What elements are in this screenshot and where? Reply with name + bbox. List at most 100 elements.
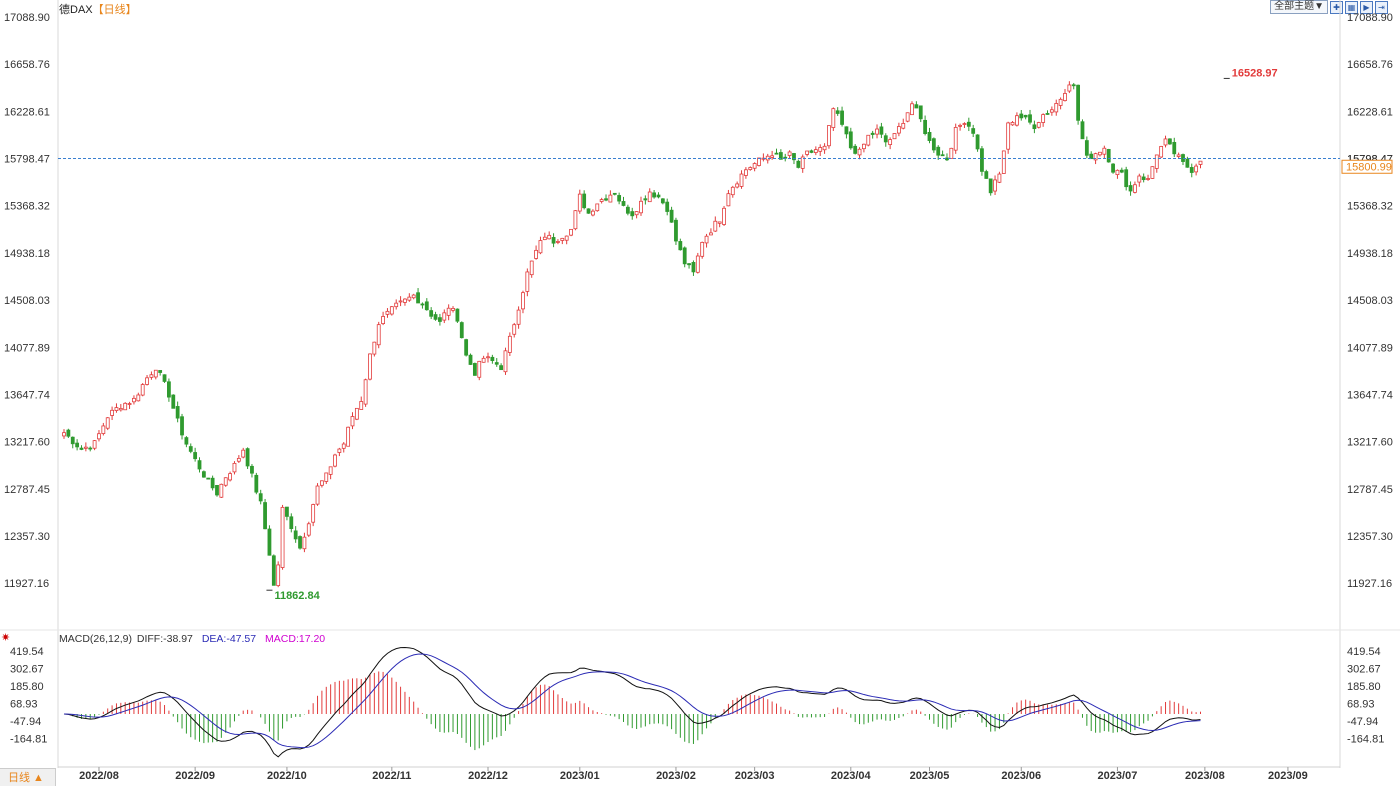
- macd-dea-value: DEA:-47.57: [201, 633, 257, 645]
- candle-body: [1194, 165, 1199, 173]
- candle-body: [551, 237, 556, 244]
- candle-body: [1137, 175, 1142, 183]
- candle-body: [700, 242, 705, 257]
- candle-body: [442, 312, 447, 321]
- candle-body: [564, 235, 569, 241]
- candle-body: [236, 457, 241, 462]
- candle-body: [713, 220, 718, 232]
- max-price-label: 16528.97: [1232, 67, 1278, 79]
- macd-tick-label-right: -164.81: [1347, 734, 1384, 746]
- candle-body: [1089, 153, 1094, 160]
- y-tick-label-right: 14938.18: [1347, 248, 1393, 260]
- candle-body: [158, 370, 163, 373]
- y-tick-label-left: 17088.90: [4, 12, 50, 24]
- candle-body: [254, 474, 259, 493]
- candle-body: [787, 151, 792, 156]
- candle-body: [424, 301, 429, 311]
- candle-body: [674, 219, 678, 242]
- candle-body: [599, 199, 604, 202]
- candle-body: [429, 310, 434, 317]
- y-tick-label-left: 14077.89: [4, 342, 50, 354]
- candle-body: [241, 449, 246, 458]
- candle-body: [643, 198, 648, 201]
- candle-body: [910, 103, 914, 116]
- last-price-label: 15800.99: [1346, 161, 1392, 173]
- candle-body: [1001, 150, 1006, 174]
- macd-tick-label-left: 185.80: [10, 681, 44, 693]
- candle-body: [1054, 103, 1059, 113]
- y-tick-label-left: 13217.60: [4, 437, 50, 449]
- candle-body: [853, 145, 858, 154]
- candle-body: [931, 138, 936, 151]
- candle-body: [75, 442, 80, 448]
- candle-body: [678, 241, 683, 251]
- candle-body: [980, 148, 984, 172]
- candle-body: [127, 403, 132, 405]
- x-tick-label: 2023/01: [560, 770, 600, 782]
- candle-body: [660, 198, 665, 204]
- candle-body: [201, 471, 206, 478]
- candle-body: [879, 126, 884, 135]
- candle-body: [132, 397, 136, 403]
- candle-body: [827, 125, 831, 147]
- candle-body: [656, 194, 661, 198]
- candle-body: [346, 426, 351, 447]
- candle-body: [800, 156, 805, 169]
- candle-body: [258, 493, 263, 502]
- candle-body: [1133, 184, 1137, 193]
- candle-body: [1154, 154, 1159, 169]
- candle-body: [477, 360, 482, 378]
- candle-body: [695, 255, 700, 273]
- candle-body: [940, 154, 945, 157]
- y-tick-label-right: 16228.61: [1347, 106, 1393, 118]
- candle-body: [1019, 113, 1024, 119]
- candle-body: [403, 298, 407, 303]
- candle-body: [556, 241, 560, 243]
- candle-body: [333, 454, 337, 467]
- candle-body: [486, 356, 490, 359]
- y-tick-label-left: 14938.18: [4, 248, 50, 260]
- indicator-settings-icon[interactable]: ✷: [1, 632, 11, 644]
- date-axis: 2022/08 2022/09 2022/10 2022/11 2022/12 2023/…: [58, 766, 1340, 782]
- macd-tick-label-right: 68.93: [1347, 699, 1375, 711]
- candle-body: [840, 110, 844, 125]
- candle-body: [652, 192, 657, 198]
- candle-body: [870, 132, 875, 135]
- candle-body: [875, 128, 879, 135]
- y-tick-label-left: 14508.03: [4, 295, 50, 307]
- candle-body: [153, 369, 158, 378]
- candle-body: [372, 341, 377, 355]
- candle-body: [363, 379, 368, 405]
- x-tick-label: 2022/08: [79, 770, 119, 782]
- candle-body: [1006, 122, 1011, 150]
- candle-body: [1023, 114, 1028, 118]
- candle-body: [1124, 169, 1129, 188]
- candle-body: [953, 127, 958, 151]
- candle-body: [892, 133, 897, 140]
- y-tick-label-right: 13647.74: [1347, 389, 1393, 401]
- candle-body: [385, 310, 390, 315]
- x-tick-label: 2023/03: [735, 770, 775, 782]
- candle-body: [1111, 163, 1115, 173]
- candle-body: [232, 462, 237, 473]
- candle-body: [481, 357, 486, 363]
- macd-tick-label-left: 419.54: [10, 646, 44, 658]
- candle-body: [398, 300, 403, 303]
- macd-tick-label-right: 419.54: [1347, 646, 1381, 658]
- candle-body: [180, 416, 184, 436]
- period-selector[interactable]: 日线 ▲: [0, 768, 56, 786]
- candle-body: [354, 407, 359, 420]
- candle-body: [774, 152, 779, 155]
- layout-icon[interactable]: ▦: [1345, 0, 1358, 14]
- candle-body: [459, 322, 464, 339]
- candle-body: [123, 402, 128, 411]
- y-tick-label-right: 13217.60: [1347, 437, 1393, 449]
- play-icon[interactable]: ▶: [1360, 0, 1373, 14]
- candle-body: [512, 324, 517, 335]
- candle-body: [1084, 140, 1089, 156]
- macd-histogram-value: MACD:17.20: [265, 633, 326, 645]
- expand-icon[interactable]: ⇥: [1375, 0, 1388, 14]
- theme-dropdown[interactable]: 全部主题▼: [1270, 0, 1328, 14]
- diff-line: [63, 646, 1201, 758]
